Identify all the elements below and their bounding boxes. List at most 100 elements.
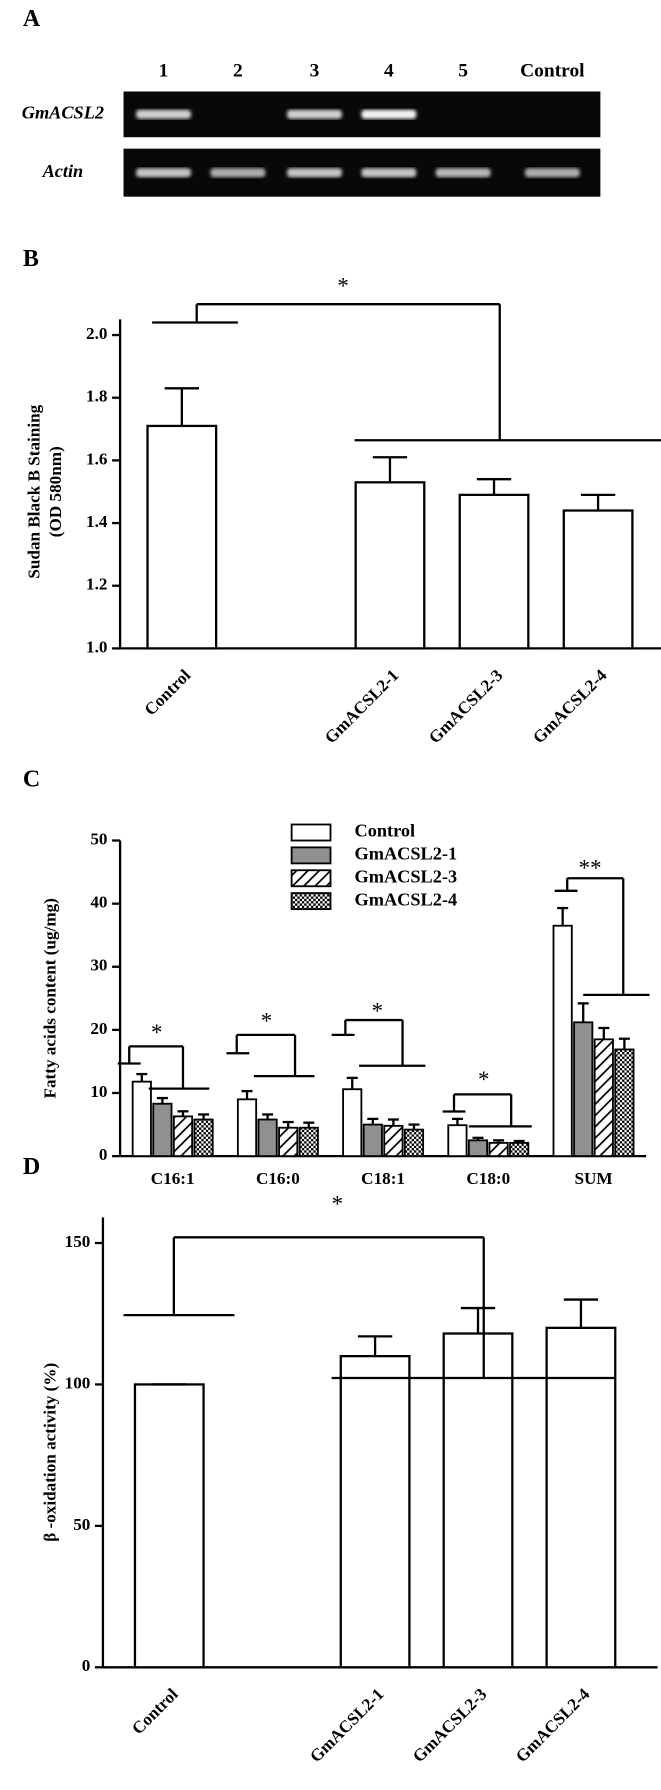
y-axis-label: Sudan Black B Staining (OD 580nm): [24, 404, 65, 578]
x-tick-label: Control: [141, 666, 195, 720]
significance-mark: *: [337, 273, 348, 298]
bar: [152, 1102, 173, 1158]
error-bar: [577, 1002, 589, 1023]
x-tick-label: SUM: [574, 1169, 612, 1188]
error-bar: [476, 478, 512, 495]
bar: [403, 1128, 425, 1158]
bar: [298, 1126, 319, 1158]
significance-mark: *: [372, 998, 383, 1023]
error-bar: [387, 1118, 399, 1126]
gel-band: [435, 168, 491, 178]
lane-label: 3: [310, 61, 320, 82]
significance-mark: *: [478, 1067, 489, 1092]
legend-label: Control: [355, 821, 416, 841]
bar: [442, 1332, 514, 1669]
x-tick-label: Control: [128, 1684, 182, 1738]
y-axis-label: β -oxidation activity (%): [40, 1363, 59, 1542]
error-bar: [598, 1026, 610, 1040]
y-axis-label-line: Sudan Black B Staining: [24, 404, 43, 578]
gel-band: [210, 168, 266, 178]
gel-band: [361, 168, 417, 178]
error-bar: [451, 1117, 463, 1126]
error-bar: [408, 1123, 420, 1130]
x-tick-label: GmACSL2-4: [512, 1684, 594, 1766]
x-tick-label: C16:0: [256, 1169, 300, 1188]
significance-mark: *: [332, 1192, 343, 1217]
gel-band: [136, 109, 191, 119]
legend-swatch: [290, 846, 332, 865]
lane-label: 4: [384, 61, 394, 82]
error-bar: [177, 1110, 189, 1117]
y-tick-label: 20: [90, 1019, 107, 1038]
bar: [573, 1021, 594, 1158]
error-bar: [164, 387, 199, 426]
y-tick-label: 100: [65, 1373, 91, 1392]
error-bar: [493, 1139, 505, 1143]
legend-swatch: [290, 892, 332, 911]
y-tick-label: 1.0: [86, 637, 107, 656]
x-tick-label: GmACSL2-4: [529, 665, 611, 747]
significance-mark: **: [579, 855, 602, 880]
bar: [342, 1088, 363, 1158]
bar: [614, 1048, 635, 1158]
legend-label: GmACSL2-3: [355, 866, 458, 886]
y-tick-label: 1.4: [86, 512, 108, 531]
y-tick-label: 40: [90, 893, 107, 912]
bar: [278, 1126, 299, 1158]
error-bar: [460, 1306, 496, 1334]
y-tick-label: 150: [65, 1232, 91, 1251]
bar: [236, 1098, 258, 1158]
x-tick-label: GmACSL2-3: [409, 1685, 490, 1766]
bar: [447, 1124, 468, 1158]
bar: [458, 493, 530, 650]
significance-mark: *: [151, 1020, 162, 1045]
bar: [339, 1354, 411, 1669]
bar: [467, 1139, 489, 1158]
y-tick-label: 30: [90, 956, 107, 975]
x-tick-label: C16:1: [151, 1169, 195, 1188]
lane-label: Control: [520, 61, 585, 82]
panel-label: D: [23, 1154, 40, 1180]
bar: [257, 1118, 278, 1158]
error-bar: [198, 1113, 210, 1120]
legend-swatch: [290, 823, 332, 842]
x-tick-label: GmACSL2-3: [425, 666, 506, 747]
x-tick-label: C18:0: [466, 1169, 510, 1188]
y-tick-label: 1.2: [86, 575, 107, 594]
bar: [383, 1124, 404, 1158]
lane-label: 5: [458, 61, 468, 82]
panel-label: C: [23, 767, 40, 793]
gel-row-label: Actin: [42, 161, 84, 181]
y-axis-label: Fatty acids content (ug/mg): [40, 898, 59, 1098]
error-bar: [513, 1139, 525, 1143]
bar: [509, 1141, 530, 1158]
y-tick-label: 1.6: [86, 449, 108, 468]
bar: [133, 1383, 205, 1669]
x-tick-label: GmACSL2-1: [306, 1685, 387, 1766]
x-tick-label: GmACSL2-1: [321, 666, 402, 747]
bar: [146, 424, 218, 650]
significance-mark: *: [261, 1009, 272, 1034]
bar: [488, 1141, 509, 1158]
bar: [552, 924, 573, 1158]
gel-band: [361, 109, 417, 119]
bar: [362, 1123, 383, 1158]
y-tick-label: 2.0: [86, 324, 107, 343]
error-bar: [563, 1298, 599, 1328]
error-bar: [346, 1076, 358, 1090]
panel-label: A: [23, 6, 41, 32]
y-tick-label: 1.8: [86, 387, 107, 406]
bar: [593, 1038, 614, 1158]
gel-band: [136, 168, 191, 178]
y-tick-label: 10: [90, 1082, 107, 1101]
error-bar: [241, 1089, 253, 1100]
error-bar: [262, 1113, 274, 1120]
bar: [131, 1080, 152, 1158]
y-axis-label-line: (OD 580nm): [46, 446, 65, 537]
lane-label: 2: [233, 61, 243, 82]
error-bar: [156, 1096, 168, 1104]
bar: [562, 509, 634, 650]
bar: [354, 481, 426, 650]
error-bar: [580, 493, 616, 511]
